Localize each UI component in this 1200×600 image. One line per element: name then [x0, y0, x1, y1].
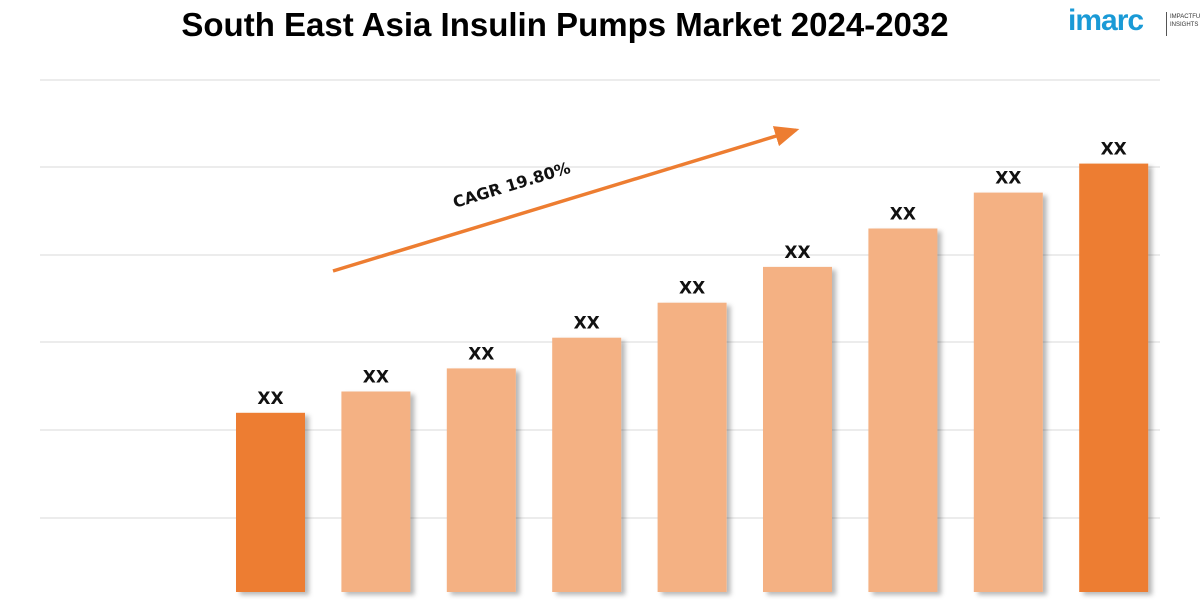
data-label-2026: XX	[468, 344, 494, 364]
bar-2024	[236, 412, 305, 592]
data-label-2027: XX	[574, 314, 600, 334]
data-label-2030: XX	[890, 205, 916, 225]
data-label-2031: XX	[995, 169, 1021, 189]
data-label-2028: XX	[679, 279, 705, 299]
bar-2027	[552, 337, 622, 592]
chart-title: South East Asia Insulin Pumps Market 202…	[181, 6, 949, 43]
bars	[236, 163, 1149, 592]
bar-2030	[868, 228, 938, 592]
imarc-logo: imarc IMPACTFUL INSIGHTS	[1068, 4, 1200, 40]
logo-tagline-line-2: INSIGHTS	[1170, 22, 1199, 28]
logo-wordmark: imarc	[1068, 4, 1144, 37]
logo-tagline: IMPACTFUL INSIGHTS	[1170, 13, 1200, 29]
cagr-arrow	[332, 126, 800, 273]
data-label-2025: XX	[363, 368, 389, 388]
bar-2031	[973, 192, 1043, 592]
bar-2029	[763, 266, 832, 592]
bar-2025	[341, 391, 411, 592]
data-label-2032: XX	[1101, 140, 1127, 160]
bar-2032	[1079, 163, 1149, 592]
logo-divider	[1166, 12, 1167, 36]
data-labels: XX XX XX XX XX XX XX XX XX	[257, 140, 1126, 409]
bar-2026	[446, 368, 516, 592]
bar-2028	[657, 302, 727, 592]
data-label-2029: XX	[784, 243, 810, 263]
logo-tagline-line-1: IMPACTFUL	[1170, 14, 1200, 20]
data-label-2024: XX	[257, 389, 283, 409]
